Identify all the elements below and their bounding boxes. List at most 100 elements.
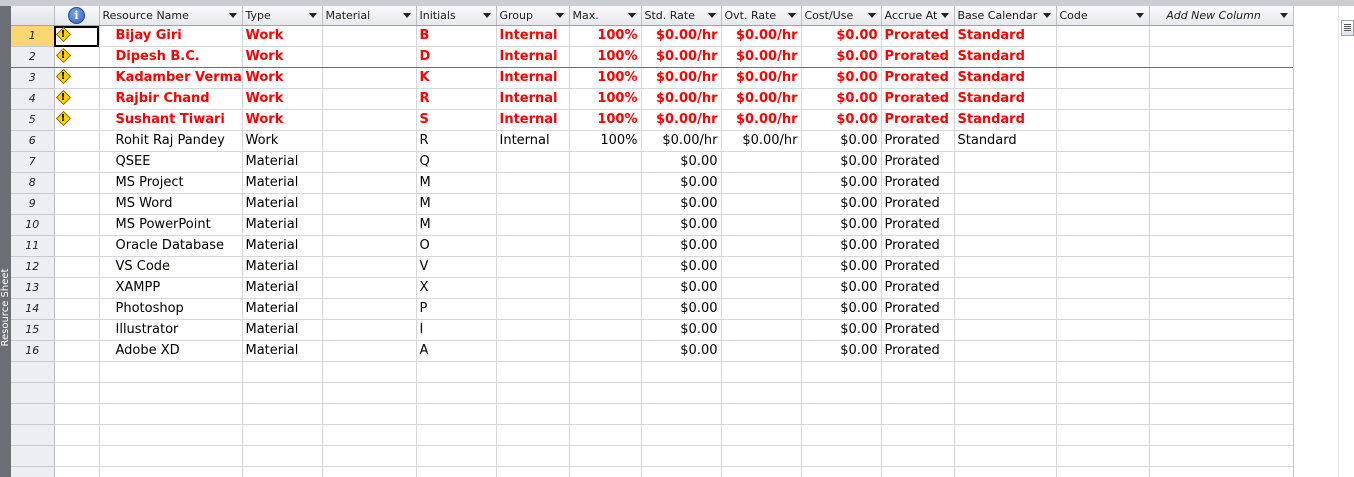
empty-cell[interactable] [416,424,497,446]
empty-cell[interactable] [1149,424,1293,446]
cell-cost[interactable]: $0.00 [801,214,882,236]
empty-cell[interactable] [801,382,882,404]
table-row[interactable]: 5Sushant TiwariWorkSInternal100%$0.00/hr… [11,109,1293,131]
row-number[interactable] [11,445,55,467]
cell-std[interactable]: $0.00 [641,151,722,173]
row-number[interactable] [11,466,55,477]
empty-cell[interactable] [99,382,243,404]
cell-max[interactable] [569,235,642,257]
cell-type[interactable]: Material [242,298,323,320]
cell-std[interactable]: $0.00 [641,319,722,341]
split-handle-icon[interactable] [1341,20,1354,36]
cell-max[interactable]: 100% [569,88,642,110]
cell-code[interactable] [1056,298,1150,320]
cell-std[interactable]: $0.00 [641,277,722,299]
empty-cell[interactable] [881,445,955,467]
empty-cell[interactable] [496,445,570,467]
cell-accrue[interactable]: Prorated [881,277,955,299]
view-bar[interactable]: Resource Sheet [0,6,11,477]
cell-name[interactable]: MS Project [99,172,243,194]
column-header-type[interactable]: Type [242,6,323,26]
cell-initials[interactable]: R [416,130,497,152]
cell-cal[interactable]: Standard [954,67,1057,89]
cell-type[interactable]: Work [242,88,323,110]
empty-cell[interactable] [641,466,722,477]
row-number[interactable]: 7 [11,151,55,173]
cell-max[interactable]: 100% [569,46,642,68]
column-header-cost-use[interactable]: Cost/Use [801,6,882,26]
cell-group[interactable]: Internal [496,88,570,110]
cell-add-column[interactable] [1149,319,1293,341]
cell-type[interactable]: Material [242,214,323,236]
cell-add-column[interactable] [1149,25,1293,47]
cell-std[interactable]: $0.00/hr [641,130,722,152]
cell-group[interactable] [496,298,570,320]
empty-cell[interactable] [242,361,323,383]
cell-ovt[interactable]: $0.00/hr [721,109,802,131]
cell-cost[interactable]: $0.00 [801,46,882,68]
chevron-down-icon[interactable] [707,13,716,18]
cell-code[interactable] [1056,277,1150,299]
cell-initials[interactable]: V [416,256,497,278]
cell-code[interactable] [1056,67,1150,89]
empty-cell[interactable] [242,424,323,446]
cell-cal[interactable]: Standard [954,88,1057,110]
row-number[interactable]: 6 [11,130,55,152]
cell-group[interactable] [496,319,570,341]
overallocation-warning-icon[interactable] [57,112,70,125]
indicator-cell[interactable] [54,277,100,299]
cell-name[interactable]: Bijay Giri [99,25,243,47]
empty-cell[interactable] [954,466,1057,477]
cell-cal[interactable] [954,151,1057,173]
cell-ovt[interactable] [721,193,802,215]
empty-cell[interactable] [1149,466,1293,477]
cell-cal[interactable] [954,172,1057,194]
cell-accrue[interactable]: Prorated [881,172,955,194]
cell-material[interactable] [322,88,417,110]
empty-cell[interactable] [416,382,497,404]
table-row[interactable]: 11 Oracle Database Material O $0.00 $0.00 Pror… [11,235,1293,257]
empty-cell[interactable] [721,445,802,467]
cell-type[interactable]: Material [242,340,323,362]
cell-type[interactable]: Material [242,151,323,173]
row-number[interactable]: 12 [11,256,55,278]
overallocation-warning-icon[interactable] [57,91,70,104]
empty-cell[interactable] [242,445,323,467]
cell-cost[interactable]: $0.00 [801,109,882,131]
indicator-cell[interactable] [54,109,100,131]
cell-max[interactable]: 100% [569,67,642,89]
column-header-resource-name[interactable]: Resource Name [99,6,243,26]
empty-cell[interactable] [881,466,955,477]
cell-ovt[interactable] [721,340,802,362]
cell-accrue[interactable]: Prorated [881,109,955,131]
cell-max[interactable] [569,319,642,341]
cell-ovt[interactable] [721,151,802,173]
indicator-cell[interactable] [54,193,100,215]
empty-cell[interactable] [99,403,243,425]
cell-name[interactable]: Oracle Database [99,235,243,257]
cell-code[interactable] [1056,172,1150,194]
cell-material[interactable] [322,109,417,131]
cell-cost[interactable]: $0.00 [801,340,882,362]
cell-cal[interactable] [954,340,1057,362]
cell-material[interactable] [322,235,417,257]
cell-accrue[interactable]: Prorated [881,193,955,215]
cell-max[interactable] [569,298,642,320]
cell-cal[interactable] [954,256,1057,278]
cell-add-column[interactable] [1149,151,1293,173]
cell-add-column[interactable] [1149,277,1293,299]
cell-add-column[interactable] [1149,88,1293,110]
empty-cell[interactable] [954,361,1057,383]
chevron-down-icon[interactable] [627,13,636,18]
empty-cell[interactable] [1149,361,1293,383]
empty-cell[interactable] [54,445,100,467]
indicator-cell[interactable] [54,298,100,320]
cell-cost[interactable]: $0.00 [801,298,882,320]
cell-accrue[interactable]: Prorated [881,25,955,47]
cell-name[interactable]: Illustrator [99,319,243,341]
column-header-max[interactable]: Max. [569,6,642,26]
cell-accrue[interactable]: Prorated [881,256,955,278]
column-header-std-rate[interactable]: Std. Rate [641,6,722,26]
cell-group[interactable] [496,256,570,278]
cell-initials[interactable]: S [416,109,497,131]
